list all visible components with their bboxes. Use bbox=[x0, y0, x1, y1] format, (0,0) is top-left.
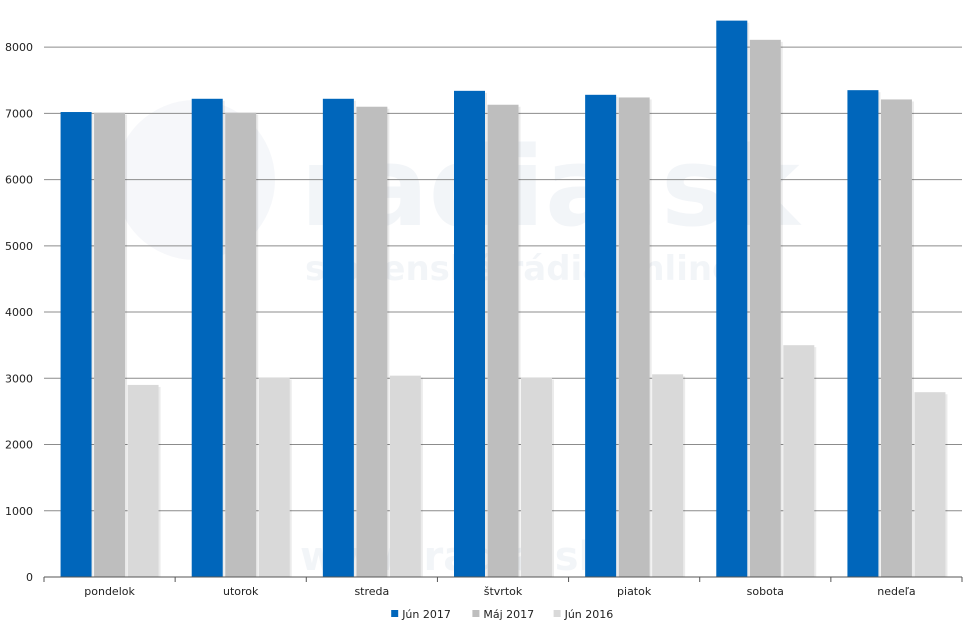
bars bbox=[60, 20, 948, 578]
y-tick-label: 7000 bbox=[5, 107, 33, 120]
bar-3 bbox=[127, 384, 159, 577]
bar-2 bbox=[94, 112, 126, 578]
y-tick-label: 6000 bbox=[5, 174, 33, 187]
y-axis-ticks: 0 1000 2000 3000 4000 5000 6000 7000 8000 bbox=[5, 41, 33, 584]
bar-2 bbox=[749, 39, 781, 577]
legend-swatch bbox=[472, 610, 480, 617]
bar-3 bbox=[389, 375, 421, 577]
bar-2 bbox=[225, 112, 257, 578]
x-tick-label: piatok bbox=[617, 585, 652, 598]
x-axis: pondelok utorok streda štvrtok piatok sobota n… bbox=[43, 576, 963, 598]
x-tick-label: sobota bbox=[747, 585, 784, 598]
bar-1 bbox=[322, 98, 354, 577]
legend-swatch bbox=[553, 610, 561, 617]
bar-1 bbox=[60, 112, 92, 578]
bar-1 bbox=[847, 90, 879, 577]
x-tick-label: streda bbox=[354, 585, 389, 598]
legend-label: Máj 2017 bbox=[483, 608, 534, 621]
bar-3 bbox=[783, 345, 815, 577]
bar-1 bbox=[191, 98, 223, 577]
bar-2 bbox=[487, 104, 519, 577]
bar-3 bbox=[914, 392, 946, 577]
bar-3 bbox=[258, 377, 290, 577]
bar-2 bbox=[880, 99, 912, 577]
bar-1 bbox=[454, 90, 485, 577]
y-tick-label: 0 bbox=[26, 571, 33, 584]
x-tick-label: pondelok bbox=[84, 585, 135, 598]
bar-2 bbox=[618, 97, 650, 577]
x-tick-label: nedeľa bbox=[877, 585, 915, 598]
legend-label: Jún 2016 bbox=[564, 608, 614, 621]
bar-2 bbox=[356, 106, 388, 578]
legend-swatch bbox=[391, 610, 399, 617]
y-tick-label: 1000 bbox=[5, 505, 33, 518]
legend: Jún 2017 Máj 2017 Jún 2016 bbox=[391, 608, 613, 621]
bar-1 bbox=[585, 94, 617, 577]
bar-1 bbox=[716, 20, 748, 577]
legend-label: Jún 2017 bbox=[401, 608, 451, 621]
x-tick-label: štvrtok bbox=[484, 585, 523, 598]
y-tick-label: 5000 bbox=[5, 240, 33, 253]
y-tick-label: 2000 bbox=[5, 439, 33, 452]
y-tick-label: 3000 bbox=[5, 372, 33, 385]
bar-3 bbox=[652, 374, 684, 577]
y-tick-label: 4000 bbox=[5, 306, 33, 319]
y-tick-label: 8000 bbox=[5, 41, 33, 54]
bar-3 bbox=[521, 377, 552, 577]
x-tick-label: utorok bbox=[223, 585, 259, 598]
